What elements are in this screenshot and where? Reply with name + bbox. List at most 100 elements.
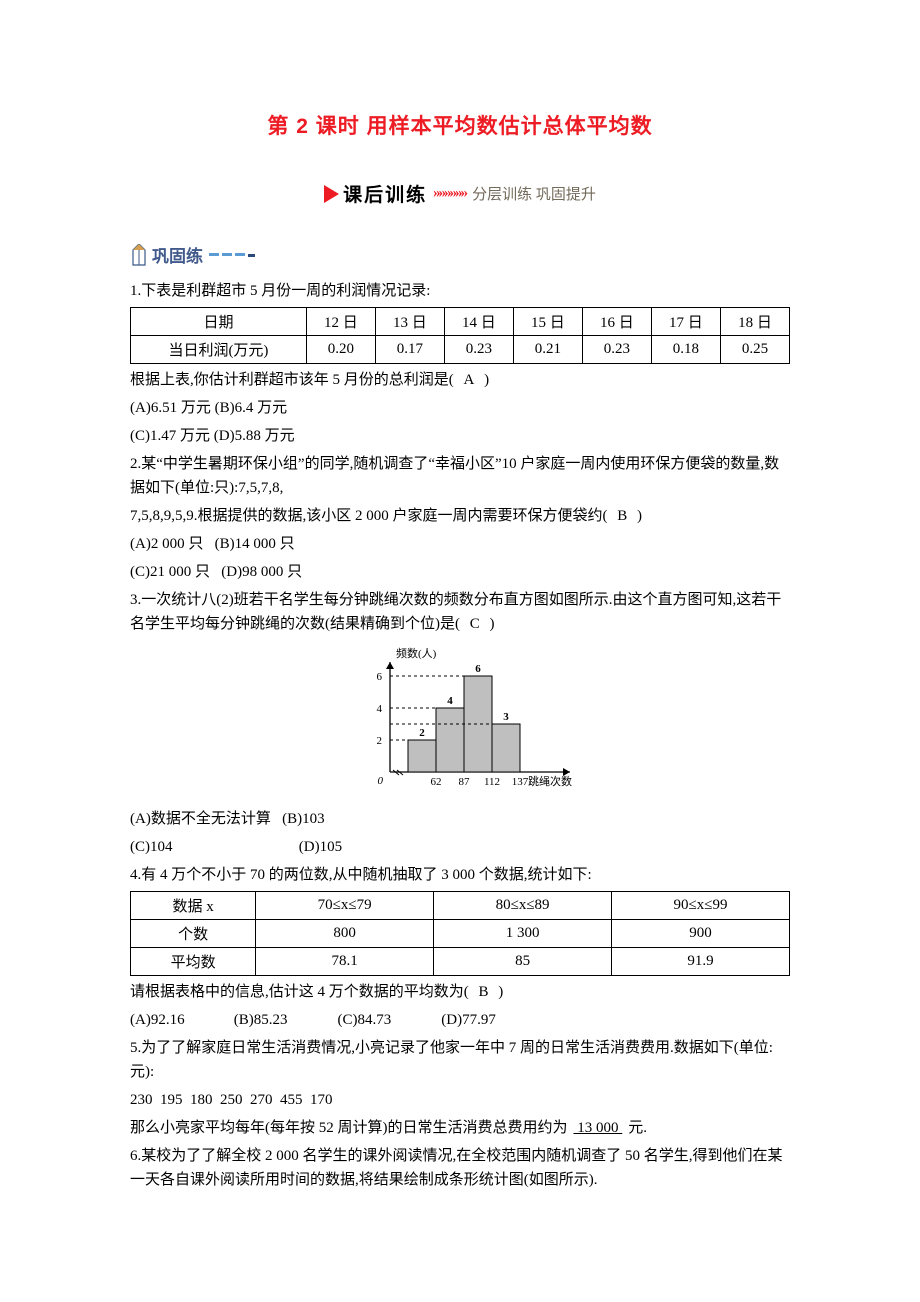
q1-cell: 0.18 — [651, 336, 720, 364]
q3-opts-row1: (A)数据不全无法计算 (B)103 — [130, 807, 790, 831]
q1-opts-row2: (C)1.47 万元 (D)5.88 万元 — [130, 424, 790, 448]
q1-answer: A — [464, 372, 475, 388]
q1-th: 15 日 — [513, 308, 582, 336]
q2-opt-d: (D)98 000 只 — [221, 564, 302, 580]
q1-tail-text: 根据上表,你估计利群超市该年 5 月份的总利润是( — [130, 372, 454, 388]
svg-text:4: 4 — [447, 695, 453, 707]
q4-cell: 85 — [434, 948, 612, 976]
q2-line2b: ) — [637, 508, 642, 524]
section-header: 巩固练 — [130, 242, 790, 267]
q1-opt-c: (C)1.47 万元 — [130, 428, 210, 444]
q3-opts-row2: (C)104 (D)105 — [130, 835, 790, 859]
q1-table: 日期 12 日 13 日 14 日 15 日 16 日 17 日 18 日 当日… — [130, 307, 790, 364]
q3-stem: 3.一次统计八(2)班若干名学生每分钟跳绳次数的频数分布直方图如图所示.由这个直… — [130, 592, 781, 632]
q1-th: 18 日 — [720, 308, 789, 336]
q4-opt-b: (B)85.23 — [234, 1008, 334, 1032]
q3-opt-a: (A)数据不全无法计算 — [130, 811, 271, 827]
chevrons-icon: »»»»»» — [433, 185, 466, 202]
q4-opt-d: (D)77.97 — [441, 1008, 496, 1032]
section-label: 巩固练 — [152, 242, 203, 267]
banner-main: 课后训练 — [343, 180, 427, 207]
q1-stem: 1.下表是利群超市 5 月份一周的利润情况记录: — [130, 279, 790, 303]
svg-text:6: 6 — [475, 663, 481, 675]
q1-cell: 0.23 — [582, 336, 651, 364]
svg-text:6: 6 — [376, 671, 382, 683]
q4-cell: 78.1 — [256, 948, 434, 976]
q4-cell: 900 — [612, 920, 790, 948]
q4-answer: B — [479, 984, 489, 1000]
q1-opts-row1: (A)6.51 万元 (B)6.4 万元 — [130, 396, 790, 420]
q3-opt-d: (D)105 — [299, 835, 342, 859]
q2-opt-a: (A)2 000 只 — [130, 536, 203, 552]
q1-th: 日期 — [131, 308, 307, 336]
q5-line2a: 那么小亮家平均每年(每年按 52 周计算)的日常生活消费总费用约为 — [130, 1120, 568, 1136]
q3-opt-b: (B)103 — [282, 811, 325, 827]
q3-chart: 246246362871121370频数(人)跳绳次数 — [130, 644, 790, 799]
svg-text:62: 62 — [430, 776, 441, 788]
svg-text:跳绳次数: 跳绳次数 — [528, 774, 572, 788]
q1-th: 16 日 — [582, 308, 651, 336]
q3-opt-c: (C)104 — [130, 835, 295, 859]
q1-th: 13 日 — [375, 308, 444, 336]
svg-text:112: 112 — [483, 776, 499, 788]
q1-tail2: ) — [484, 372, 489, 388]
q1-cell: 0.20 — [306, 336, 375, 364]
q1-opt-b: (B)6.4 万元 — [215, 400, 288, 416]
q4-th: 90≤x≤99 — [612, 892, 790, 920]
q4-cell: 1 300 — [434, 920, 612, 948]
q4-opts: (A)92.16 (B)85.23 (C)84.73 (D)77.97 — [130, 1008, 790, 1032]
q2-line1: 2.某“中学生暑期环保小组”的同学,随机调查了“幸福小区”10 户家庭一周内使用… — [130, 452, 790, 500]
q3-stem-b: ) — [490, 616, 495, 632]
q4-tail-text: 请根据表格中的信息,估计这 4 万个数据的平均数为( — [130, 984, 469, 1000]
q1-cell: 0.17 — [375, 336, 444, 364]
q4-opt-c: (C)84.73 — [338, 1008, 438, 1032]
q5-line1: 5.为了了解家庭日常生活消费情况,小亮记录了他家一年中 7 周的日常生活消费费用… — [130, 1036, 790, 1084]
histogram-svg: 246246362871121370频数(人)跳绳次数 — [348, 644, 573, 794]
q1-th: 12 日 — [306, 308, 375, 336]
dashes-icon — [209, 253, 255, 257]
q6-text: 6.某校为了了解全校 2 000 名学生的课外阅读情况,在全校范围内随机调查了 … — [130, 1144, 790, 1192]
q2-opts-row2: (C)21 000 只 (D)98 000 只 — [130, 560, 790, 584]
q4-cell: 91.9 — [612, 948, 790, 976]
q5-data: 230 195 180 250 270 455 170 — [130, 1088, 790, 1112]
q2-opt-b: (B)14 000 只 — [215, 536, 295, 552]
svg-text:87: 87 — [458, 776, 470, 788]
q4-cell: 800 — [256, 920, 434, 948]
q2-line2: 7,5,8,9,5,9.根据提供的数据,该小区 2 000 户家庭一周内需要环保… — [130, 504, 790, 528]
svg-text:2: 2 — [419, 727, 425, 739]
arrow-icon — [324, 185, 339, 203]
banner: 课后训练 »»»»»» 分层训练 巩固提升 — [130, 180, 790, 207]
q5-line2: 那么小亮家平均每年(每年按 52 周计算)的日常生活消费总费用约为 13 000… — [130, 1116, 790, 1140]
q1-cell: 0.21 — [513, 336, 582, 364]
q5-line2b: 元. — [628, 1120, 647, 1136]
svg-text:2: 2 — [376, 735, 382, 747]
svg-text:3: 3 — [503, 711, 509, 723]
svg-text:频数(人): 频数(人) — [396, 646, 437, 660]
q2-line2a: 7,5,8,9,5,9.根据提供的数据,该小区 2 000 户家庭一周内需要环保… — [130, 508, 608, 524]
q1-cell: 0.25 — [720, 336, 789, 364]
q4-th: 70≤x≤79 — [256, 892, 434, 920]
svg-text:0: 0 — [377, 775, 383, 787]
q4-stem: 4.有 4 万个不小于 70 的两位数,从中随机抽取了 3 000 个数据,统计… — [130, 863, 790, 887]
q1-tail: 根据上表,你估计利群超市该年 5 月份的总利润是( A ) — [130, 368, 790, 392]
q4-th: 数据 x — [131, 892, 256, 920]
q4-tail2: ) — [498, 984, 503, 1000]
q2-opts-row1: (A)2 000 只 (B)14 000 只 — [130, 532, 790, 556]
svg-text:137: 137 — [511, 776, 528, 788]
q1-cell: 0.23 — [444, 336, 513, 364]
q4-cell: 个数 — [131, 920, 256, 948]
q5-blank: 13 000 — [568, 1120, 629, 1136]
q3-answer: C — [470, 616, 480, 632]
q3-line1: 3.一次统计八(2)班若干名学生每分钟跳绳次数的频数分布直方图如图所示.由这个直… — [130, 588, 790, 636]
banner-sub: 分层训练 巩固提升 — [472, 183, 596, 204]
q4-tail: 请根据表格中的信息,估计这 4 万个数据的平均数为( B ) — [130, 980, 790, 1004]
svg-text:4: 4 — [376, 703, 382, 715]
q2-opt-c: (C)21 000 只 — [130, 564, 210, 580]
q2-answer: B — [617, 508, 627, 524]
q4-cell: 平均数 — [131, 948, 256, 976]
q1-th: 17 日 — [651, 308, 720, 336]
q1-opt-d: (D)5.88 万元 — [214, 428, 295, 444]
q4-table: 数据 x 70≤x≤79 80≤x≤89 90≤x≤99 个数 800 1 30… — [130, 891, 790, 976]
page-title: 第 2 课时 用样本平均数估计总体平均数 — [130, 110, 790, 140]
q4-opt-a: (A)92.16 — [130, 1008, 230, 1032]
